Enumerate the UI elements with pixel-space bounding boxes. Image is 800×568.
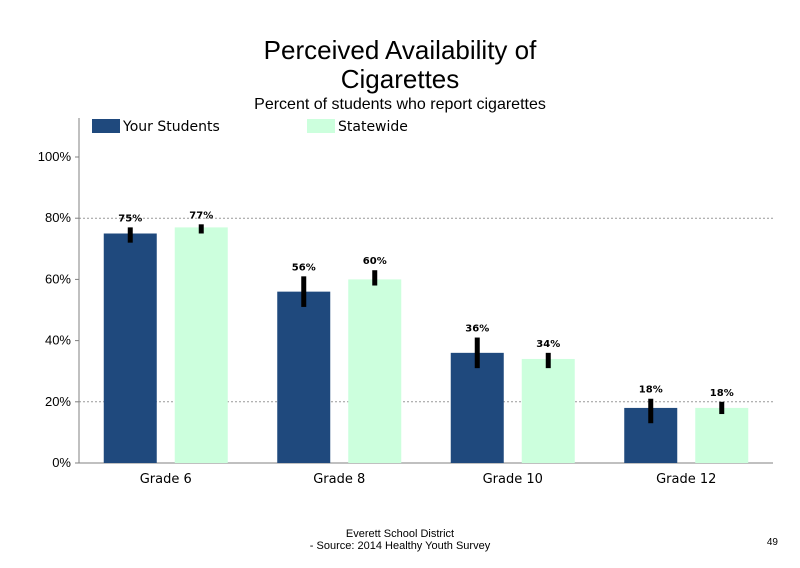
x-tick-label: Grade 6 [140,472,192,487]
data-label: 75% [118,213,142,224]
x-tick-label: Grade 10 [483,472,543,487]
y-tick-label: 80% [45,210,71,225]
data-label: 18% [710,388,734,399]
legend-swatch [307,119,335,133]
data-label: 77% [189,210,213,221]
data-label: 56% [292,262,316,273]
x-tick-label: Grade 8 [313,472,365,487]
bar [695,407,749,463]
y-tick-label: 60% [45,271,71,286]
page-number: 49 [766,537,778,548]
y-tick-label: 0% [52,455,71,470]
legend-swatch [92,119,120,133]
bar [521,358,575,463]
y-tick-label: 20% [45,394,71,409]
footer-district: Everett School District [345,528,455,540]
legend-label: Your Students [122,119,220,135]
chart-title-line2: Cigarettes [340,64,460,94]
bar [450,352,504,463]
bar [348,279,402,463]
y-tick-label: 40% [45,333,71,348]
x-tick-label: Grade 12 [656,472,716,487]
data-label: 36% [465,324,489,335]
chart-title-line1: Perceived Availability of [263,35,537,65]
chart-subtitle: Percent of students who report cigarette… [254,96,546,113]
footer-source: - Source: 2014 Healthy Youth Survey [309,540,491,552]
bar [103,233,157,463]
data-label: 34% [536,339,560,350]
y-tick-label: 100% [38,149,72,164]
legend-label: Statewide [338,119,408,135]
bar [277,291,331,463]
data-label: 60% [363,256,387,267]
data-label: 18% [639,385,663,396]
bar [174,227,228,463]
